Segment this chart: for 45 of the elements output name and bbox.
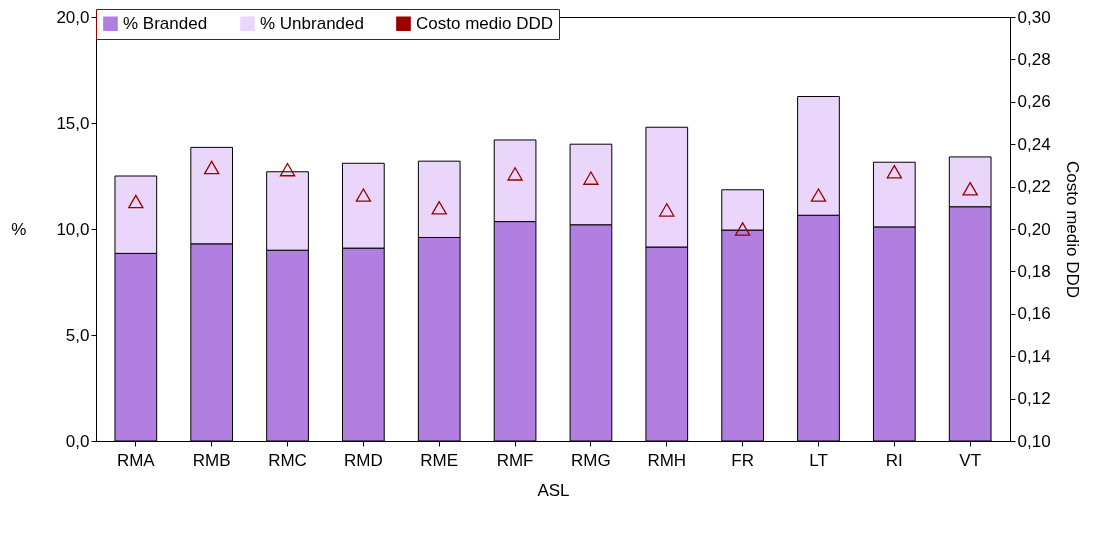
y2-tick-label: 0,12 (1017, 389, 1051, 409)
y2-tick-label: 0,28 (1017, 49, 1051, 69)
point (355, 188, 372, 202)
y-tick-label: 20,0 (56, 7, 90, 27)
y2-tick-label: 0,26 (1017, 92, 1051, 112)
x-axis-title: ASL (537, 480, 570, 500)
y2-axis-title: Costo medio DDD (1062, 161, 1082, 298)
x-tick-label: FR (731, 450, 754, 470)
y2-tick-label: 0,18 (1017, 261, 1051, 281)
y-tick-label: 0,0 (65, 431, 90, 451)
y2-tick-label: 0,16 (1017, 304, 1051, 324)
x-tick-label: RMH (647, 450, 687, 470)
y-tick-label: 10,0 (56, 219, 90, 239)
point (659, 203, 675, 217)
point (583, 171, 599, 185)
point (734, 222, 751, 236)
y-axis-title: % (11, 219, 27, 239)
x-tick-label: RMA (116, 450, 156, 470)
y2-tick-label: 0,20 (1017, 219, 1051, 239)
x-tick-label: RMF (496, 450, 534, 470)
point (203, 160, 220, 175)
legend-label: % Branded (123, 13, 208, 33)
y-tick-label: 5,0 (65, 325, 90, 345)
y-tick-label: 15,0 (56, 113, 90, 133)
y2-tick-label: 0,10 (1017, 431, 1051, 451)
x-tick-label: LT (809, 450, 828, 470)
y2-tick-label: 0,24 (1017, 134, 1051, 154)
y2-tick-label: 0,30 (1017, 7, 1051, 27)
point (886, 164, 903, 179)
legend-label: Costo medio DDD (416, 13, 553, 33)
x-tick-label: RMG (571, 450, 611, 470)
y2-tick-label: 0,22 (1017, 177, 1051, 197)
legend-label: % Unbranded (260, 13, 364, 33)
point (279, 162, 296, 177)
point (507, 167, 523, 181)
x-tick-label: RMD (344, 450, 383, 470)
x-tick-label: VT (959, 450, 982, 470)
x-tick-label: RI (885, 450, 903, 470)
x-tick-label: RME (420, 450, 459, 470)
point (431, 201, 447, 215)
x-tick-label: RMB (192, 450, 231, 470)
point (810, 188, 827, 202)
point (128, 194, 144, 209)
y2-tick-label: 0,14 (1017, 346, 1051, 366)
x-tick-label: RMC (268, 450, 307, 470)
